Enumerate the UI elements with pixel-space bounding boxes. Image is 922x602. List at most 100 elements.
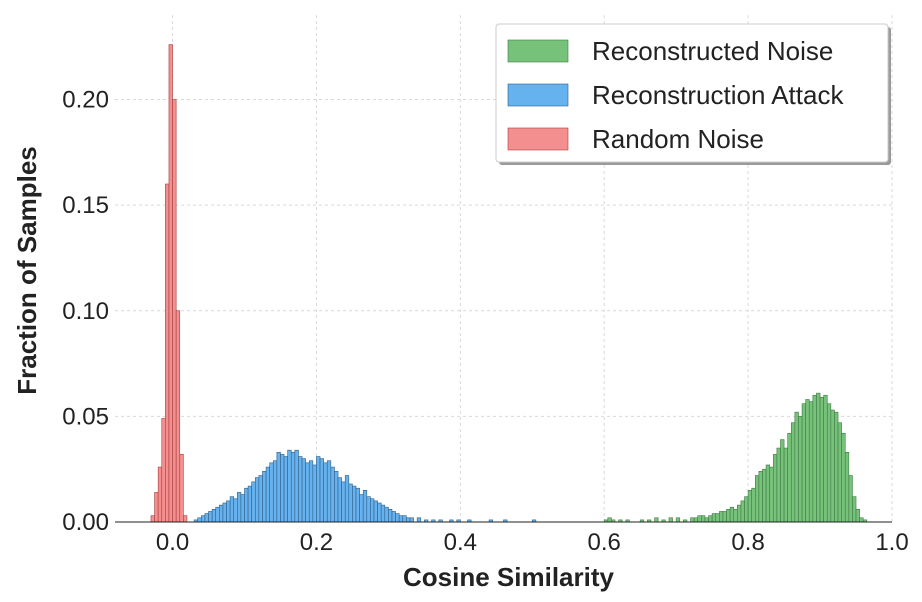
histogram-bar — [283, 456, 288, 523]
histogram-bar — [262, 470, 267, 523]
histogram-bar — [172, 99, 177, 523]
histogram-bar — [319, 458, 324, 523]
histogram-bar — [819, 397, 824, 523]
histogram-bar — [726, 509, 731, 523]
histogram-bar — [805, 399, 810, 523]
histogram-bar — [380, 504, 386, 523]
histogram-bar — [406, 517, 411, 523]
x-tick-label: 0.0 — [156, 529, 189, 556]
histogram-bar — [258, 475, 263, 523]
histogram-bar — [769, 466, 774, 523]
histogram-bar — [254, 477, 260, 523]
y-tick-labels: 0.00 0.05 0.10 0.15 0.20 — [62, 87, 109, 537]
legend-box — [495, 23, 889, 163]
histogram-bar — [334, 470, 339, 523]
histogram-bar — [247, 485, 252, 523]
histogram-bar — [312, 464, 317, 523]
histogram-bar — [654, 517, 659, 523]
histogram-bar — [722, 511, 727, 523]
histogram-bar — [798, 416, 803, 523]
histogram-bar — [197, 517, 202, 523]
histogram-bar — [226, 500, 231, 523]
histogram-bar — [201, 515, 206, 523]
histogram-bar — [762, 468, 767, 523]
y-tick-label: 0.20 — [62, 87, 109, 114]
histogram-bar — [409, 517, 414, 523]
histogram-bar — [366, 496, 371, 523]
histogram-bar — [265, 466, 270, 523]
histogram-bar — [208, 511, 213, 523]
histogram-bar — [395, 513, 400, 523]
histogram-bar — [161, 418, 166, 523]
histogram-bar — [834, 411, 839, 523]
histogram-bar — [384, 506, 389, 523]
histogram-bar — [316, 456, 321, 523]
histogram-bar — [244, 487, 249, 523]
histogram-bar — [215, 506, 220, 523]
histogram-bar — [704, 517, 709, 523]
histogram-bar — [362, 490, 368, 523]
histogram-bar — [352, 485, 357, 523]
histogram-bar — [801, 403, 806, 523]
histogram-bar — [305, 462, 310, 523]
histogram-bar — [175, 310, 181, 523]
x-axis-title: Cosine Similarity — [403, 562, 614, 592]
histogram-bar — [765, 464, 770, 523]
histogram-bar — [219, 504, 224, 523]
histogram-bar — [755, 475, 760, 523]
histogram-bar — [355, 487, 360, 523]
histogram-bar — [607, 517, 612, 523]
histogram-bar — [790, 422, 796, 523]
histogram-bar — [308, 460, 314, 523]
histogram-bar — [837, 422, 842, 523]
legend-label: Reconstruction Attack — [592, 80, 844, 110]
histogram-bar — [251, 481, 256, 523]
legend-swatch — [507, 39, 569, 63]
legend-items: Reconstructed Noise Reconstruction Attack… — [507, 36, 844, 154]
x-tick-label: 0.4 — [444, 529, 477, 556]
histogram-bar — [787, 432, 792, 523]
histogram-bar — [323, 462, 328, 523]
histogram-bar — [690, 517, 695, 523]
histogram-bar — [294, 449, 299, 523]
histogram-bar — [287, 449, 292, 523]
histogram-bar — [402, 515, 407, 523]
histogram-bar — [370, 498, 375, 523]
histogram-bar — [844, 451, 850, 523]
histogram-bar — [398, 515, 404, 523]
histogram-bar — [719, 511, 724, 523]
histogram-bar — [848, 475, 853, 523]
series-reconstruction-attack — [193, 449, 537, 523]
histogram-bar — [693, 517, 699, 523]
y-axis-title: Fraction of Samples — [12, 146, 42, 395]
histogram-bar — [222, 502, 227, 523]
histogram-bar — [237, 492, 242, 523]
histogram-bar — [157, 466, 163, 523]
series-random-noise — [150, 44, 188, 523]
histogram-bar — [204, 513, 209, 523]
histogram-bar — [697, 515, 702, 523]
histogram-bar — [675, 517, 681, 523]
histogram-bar — [150, 515, 155, 523]
histogram-bar — [373, 500, 378, 523]
histogram-bars — [150, 44, 868, 523]
x-tick-labels: 0.0 0.2 0.4 0.6 0.8 1.0 — [156, 529, 909, 556]
histogram-bar — [168, 44, 173, 523]
histogram-bar — [823, 394, 828, 523]
histogram-bar — [729, 506, 735, 523]
histogram-bar — [744, 496, 749, 523]
histogram-bar — [416, 517, 422, 523]
histogram-bar — [298, 456, 303, 523]
histogram-bar — [269, 462, 274, 523]
legend-label: Reconstructed Noise — [592, 36, 833, 66]
histogram-bar — [711, 513, 717, 523]
histogram-bar — [715, 513, 720, 523]
y-tick-label: 0.05 — [62, 403, 109, 430]
histogram-bar — [272, 460, 278, 523]
histogram-bar — [812, 394, 817, 523]
histogram-bar — [280, 454, 285, 523]
histogram-bar — [740, 500, 745, 523]
histogram-bar — [391, 511, 396, 523]
histogram-bar — [330, 466, 335, 523]
histogram-bar — [301, 458, 306, 523]
